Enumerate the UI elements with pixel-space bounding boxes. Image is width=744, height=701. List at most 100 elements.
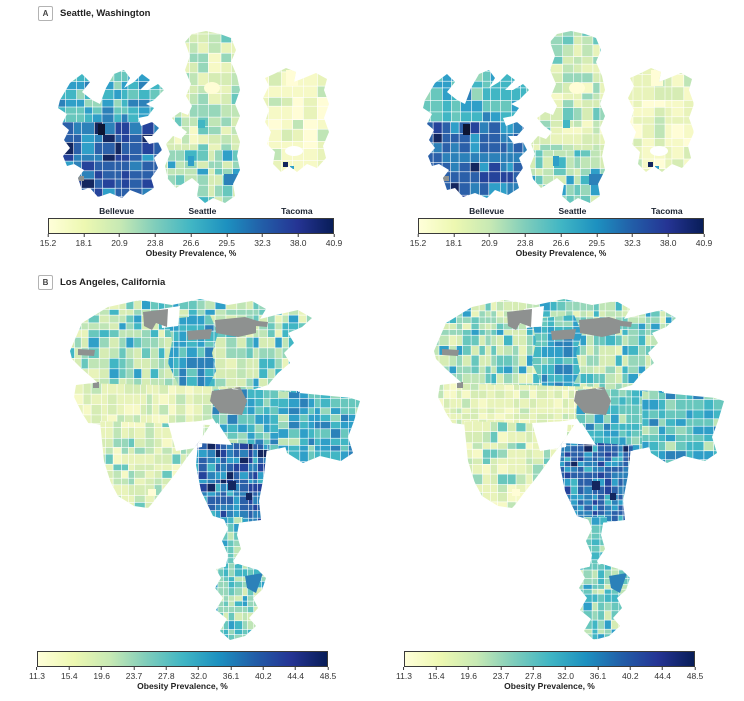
tick-label: 11.3 [29, 667, 45, 681]
tick-label: 20.9 [111, 234, 128, 248]
dark-tract [610, 493, 616, 500]
los-angeles-city [434, 299, 724, 640]
blue-tract [553, 156, 559, 166]
tick-label: 23.7 [493, 667, 510, 681]
tick-label: 44.4 [654, 667, 671, 681]
city-label-seattle: Seattle [558, 206, 587, 216]
colorbar-caption: Obesity Prevalence, % [137, 681, 228, 691]
cream-tract [204, 82, 220, 94]
tick-label: 26.6 [183, 234, 200, 248]
colorbar-la-left: 11.3 15.4 19.6 23.7 27.8 32.0 36.1 40.2 44.4 48.5… [29, 651, 336, 691]
colorbar-gradient [37, 651, 328, 667]
tick-label: 23.8 [147, 234, 164, 248]
nodata-area [574, 387, 611, 415]
tick-label: 36.1 [223, 667, 240, 681]
colorbar-ticks: 11.3 15.4 19.6 23.7 27.8 32.0 36.1 40.2 44.4 48.5 [29, 667, 336, 681]
tick-label: 15.2 [40, 234, 57, 248]
tick-label: 38.0 [290, 234, 307, 248]
tick-label: 32.0 [557, 667, 574, 681]
seattle-region [165, 31, 240, 203]
nodata-tract [78, 176, 84, 181]
tick-label: 27.8 [158, 667, 175, 681]
tick-label: 32.0 [190, 667, 207, 681]
tick-label: 15.4 [428, 667, 445, 681]
tick-label: 11.3 [396, 667, 412, 681]
tick-label: 40.2 [255, 667, 272, 681]
map-seattle-observed [58, 31, 329, 203]
nodata-area [531, 498, 567, 514]
tick-label: 18.1 [75, 234, 92, 248]
cream-tract [286, 70, 298, 86]
panel-b-tag: B [38, 275, 53, 290]
cream-tract [512, 489, 520, 496]
tick-label: 23.7 [126, 667, 143, 681]
nodata-area [215, 317, 268, 337]
panel-b-title: Los Angeles, California [60, 277, 166, 288]
tick-label: 40.9 [696, 234, 713, 248]
panel-a-header: A Seattle, Washington [38, 6, 150, 21]
cream-tract [651, 70, 663, 86]
tacoma-region [628, 68, 694, 172]
tick-label: 29.5 [218, 234, 235, 248]
tick-label: 27.8 [525, 667, 542, 681]
tacoma-region [263, 68, 329, 172]
colorbar-caption: Obesity Prevalence, % [504, 681, 595, 691]
nodata-area [93, 382, 99, 388]
city-label-seattle: Seattle [188, 206, 217, 216]
cream-tract [569, 82, 585, 94]
tick-label: 36.1 [590, 667, 607, 681]
tick-label: 19.6 [93, 667, 110, 681]
tick-label: 19.6 [460, 667, 477, 681]
dark-tract [648, 162, 653, 167]
hole-beverly-hills [532, 421, 568, 451]
dark-tract [246, 493, 252, 500]
city-label-bellevue: Bellevue [469, 206, 505, 216]
colorbar-ticks: 15.2 18.1 20.9 23.8 26.6 29.5 32.3 38.0 40.9 [410, 234, 713, 248]
blue-tract [224, 174, 239, 185]
colorbar-gradient [418, 218, 704, 234]
cyan-tract [198, 120, 205, 128]
tick-label: 32.3 [254, 234, 271, 248]
dark-tract [283, 162, 288, 167]
hole-beverly-hills [168, 421, 204, 451]
tick-label: 48.5 [687, 667, 704, 681]
darkest-tract [463, 124, 470, 135]
harbor-wedge [609, 573, 627, 593]
tick-label: 32.3 [624, 234, 641, 248]
panel-a-tag: A [38, 6, 53, 21]
tick-label: 40.9 [326, 234, 343, 248]
colorbar-seattle-left: Bellevue Seattle Tacoma 15.2 18.1 20.9 23.8… [40, 206, 343, 258]
tick-label: 44.4 [287, 667, 304, 681]
cyan-tract [563, 120, 570, 128]
cream-tract [148, 489, 156, 496]
city-label-tacoma: Tacoma [281, 206, 313, 216]
nodata-area [457, 382, 463, 388]
los-angeles-city [70, 299, 360, 640]
tick-label: 48.5 [320, 667, 337, 681]
colorbar-gradient [48, 218, 334, 234]
colorbar-seattle-right: Bellevue Seattle Tacoma 15.2 18.1 20.9 23.8… [410, 206, 713, 258]
tick-label: 15.2 [410, 234, 427, 248]
blue-tract [290, 166, 294, 169]
map-seattle-predicted [423, 31, 694, 203]
nodata-area [579, 317, 632, 337]
city-label-bellevue: Bellevue [99, 206, 135, 216]
nodata-area [78, 349, 95, 356]
tick-label: 26.6 [553, 234, 570, 248]
dark-tract [228, 481, 236, 490]
nodata-area [167, 498, 203, 514]
bellevue-region [58, 70, 164, 198]
tick-label: 38.0 [660, 234, 677, 248]
blue-tract [589, 174, 604, 185]
tick-label: 29.5 [588, 234, 605, 248]
seattle-region [530, 31, 605, 203]
tick-label: 23.8 [517, 234, 534, 248]
colorbar-caption: Obesity Prevalence, % [515, 248, 607, 258]
map-los-angeles-observed [70, 299, 360, 640]
nodata-area [210, 387, 247, 415]
hole [650, 146, 668, 156]
nodata-area [551, 329, 576, 340]
nodata-area [187, 329, 212, 340]
tick-label: 40.2 [622, 667, 639, 681]
